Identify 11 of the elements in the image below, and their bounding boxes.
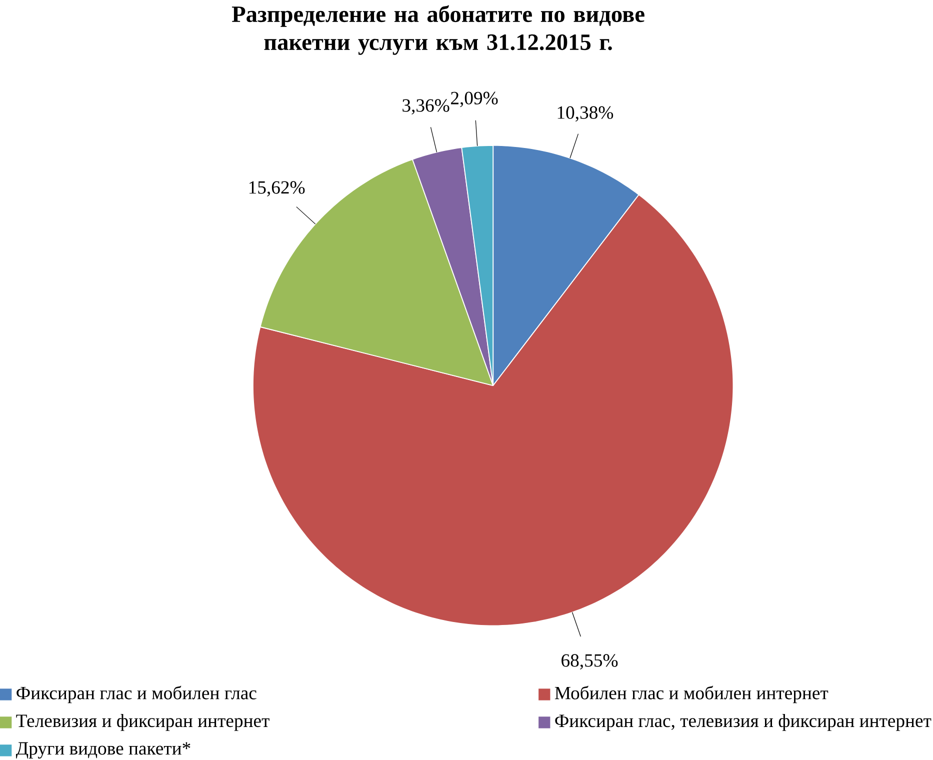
legend-label: Други видове пакети*: [16, 742, 190, 758]
chart-title: Разпределение на абонатите по видове пакетни услуги към 31.12.2015 г.: [232, 5, 644, 55]
data-label: 15,62%: [249, 181, 305, 196]
data-label: 3,36%: [402, 99, 450, 114]
legend-label: Фиксиран глас, телевизия и фиксиран интернет: [555, 714, 932, 731]
legend-label: Мобилен глас и мобилен интернет: [554, 686, 828, 704]
legend-label: Фиксиран глас и мобилен глас: [16, 686, 256, 704]
data-label: 2,09%: [451, 92, 498, 108]
legend-label: Телевизия и фиксиран интернет: [16, 714, 270, 731]
data-label: 10,38%: [558, 106, 614, 122]
data-label: 68,55%: [562, 654, 618, 670]
